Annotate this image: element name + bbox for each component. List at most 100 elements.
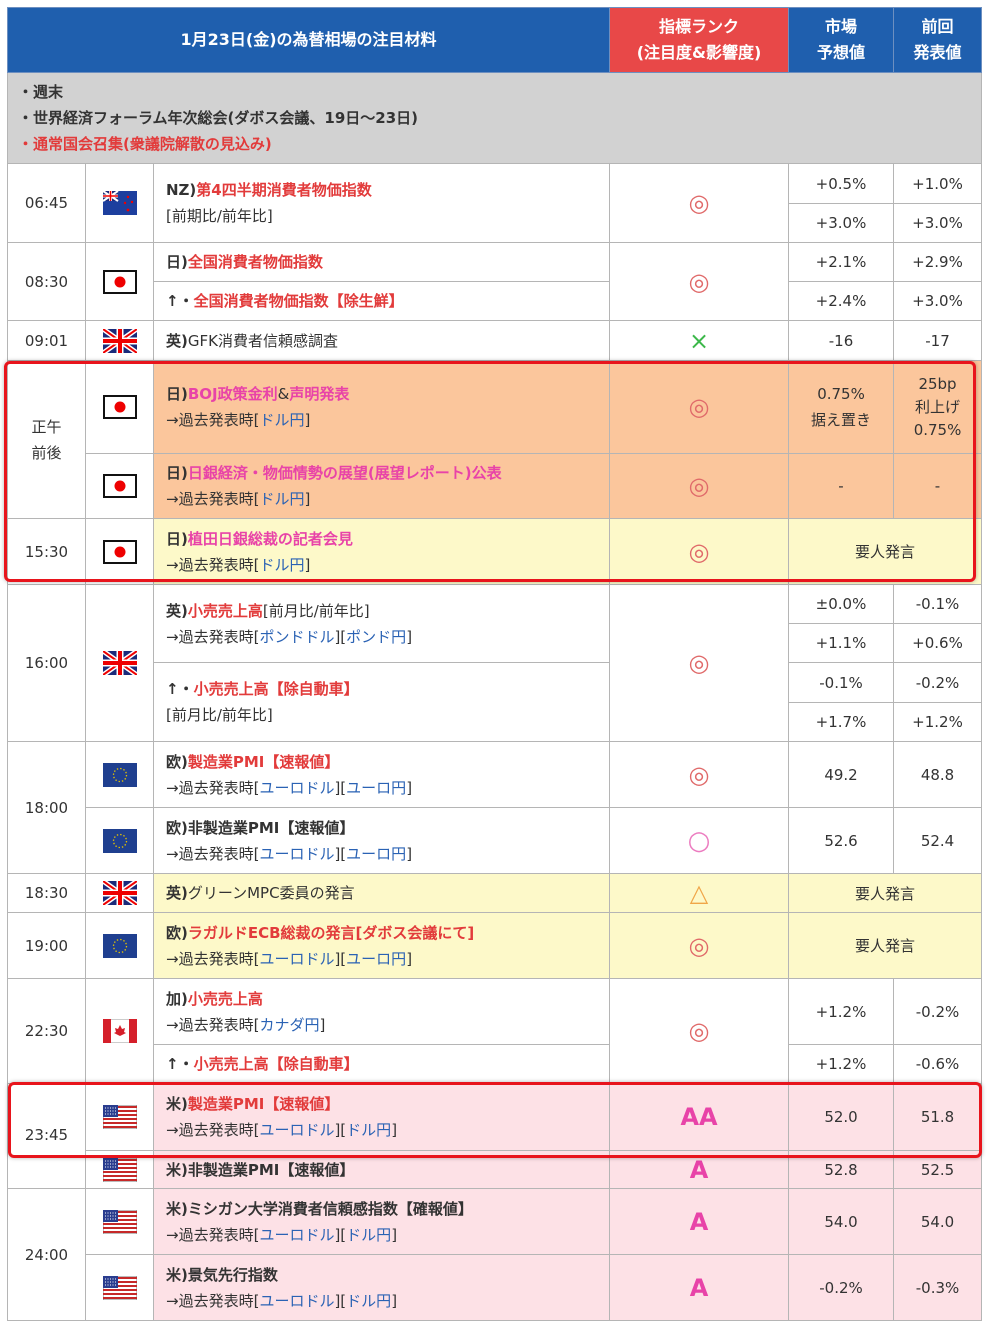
table-row: 16:00 英)小売売上高[前月比/前年比] →過去発表時[ポンドドル][ポンド円…	[7, 584, 983, 742]
previous-value: 52.5	[893, 1150, 983, 1189]
event-cell: ↑・全国消費者物価指数【除生鮮】	[152, 281, 611, 321]
time-cell: 18:30	[7, 873, 86, 913]
speech-label: 要人発言	[788, 912, 983, 979]
speech-label: 要人発言	[788, 873, 983, 913]
rank-double-circle-icon: ◎	[609, 912, 790, 979]
pair-link[interactable]: ユーロ円	[346, 949, 407, 968]
rank-double-circle-icon: ◎	[609, 518, 790, 585]
event-link[interactable]: 小売売上高	[187, 989, 263, 1008]
forecast-header: 市場 予想値	[788, 7, 895, 73]
previous-value: 25bp 利上げ 0.75%	[893, 360, 983, 454]
time-cell: 09:01	[7, 320, 86, 361]
pair-link[interactable]: ユーロドル	[259, 844, 335, 863]
event-link[interactable]: 全国消費者物価指数	[187, 253, 323, 271]
event-cell: 欧)ラガルドECB総裁の発言[ダボス会議にて] →過去発表時[ユーロドル][ユーロ…	[152, 912, 611, 979]
rank-aa-badge: AA	[609, 1083, 790, 1151]
pair-link[interactable]: ユーロドル	[259, 1291, 335, 1310]
pair-link[interactable]: ユーロ円	[346, 844, 407, 863]
event-cell: NZ)第4四半期消費者物価指数 [前期比/前年比]	[152, 163, 611, 243]
event-cell: 日)全国消費者物価指数	[152, 242, 611, 282]
previous-value: +1.0%	[893, 163, 983, 204]
time-cell: 22:30	[7, 978, 86, 1084]
event-link[interactable]: 製造業PMI【速報値】	[187, 752, 340, 771]
pair-link[interactable]: ユーロドル	[259, 1121, 335, 1139]
uk-flag-icon	[85, 320, 154, 361]
previous-value: -17	[893, 320, 983, 361]
previous-value: 51.8	[893, 1083, 983, 1151]
time-cell: 24:00	[7, 1188, 86, 1321]
pair-link[interactable]: ドル円	[259, 490, 305, 508]
ca-flag-icon	[85, 978, 154, 1084]
forecast-value: 52.0	[788, 1083, 895, 1151]
forecast-value: 49.2	[788, 741, 895, 808]
event-link[interactable]: BOJ政策金利	[187, 385, 278, 403]
pair-link[interactable]: ドル円	[259, 555, 305, 574]
time-cell: 15:30	[7, 518, 86, 585]
jp-flag-icon	[85, 242, 154, 321]
eu-flag-icon	[85, 912, 154, 979]
previous-header: 前回 発表値	[893, 7, 983, 73]
event-cell: ↑・小売売上高【除自動車】 [前月比/前年比]	[152, 662, 611, 742]
pair-link[interactable]: ユーロドル	[259, 778, 335, 797]
time-cell: 23:45	[7, 1083, 86, 1189]
us-flag-icon	[85, 1188, 154, 1255]
table-row: 22:30 加)小売売上高 →過去発表時[カナダ円] ◎ +1.2% -0.2%	[7, 978, 983, 1084]
table-row: 09:01 英)GFK消費者信頼感調査 × -16 -17	[7, 320, 983, 361]
event-link[interactable]: 小売売上高	[187, 601, 263, 620]
pair-link[interactable]: ポンド円	[346, 627, 407, 646]
eu-flag-icon	[85, 807, 154, 874]
note-item: ・通常国会召集(衆議院解散の見込み)	[18, 135, 272, 153]
table-row: 18:00 欧)製造業PMI【速報値】 →過去発表時[ユーロドル][ユーロ円] ◎…	[7, 741, 983, 874]
event-link[interactable]: ラガルドECB総裁の発言[ダボス会議にて]	[187, 923, 475, 942]
previous-value: +2.9%	[893, 242, 983, 282]
time-cell: 08:30	[7, 242, 86, 321]
time-cell: 19:00	[7, 912, 86, 979]
event-cell: 米)景気先行指数 →過去発表時[ユーロドル][ドル円]	[152, 1254, 611, 1321]
previous-value: +1.2%	[893, 702, 983, 742]
pair-link[interactable]: ポンドドル	[259, 627, 335, 646]
pair-link[interactable]: ドル円	[346, 1291, 392, 1310]
previous-value: -0.1%	[893, 584, 983, 624]
event-cell: ↑・小売売上高【除自動車】	[152, 1044, 611, 1084]
event-link[interactable]: 全国消費者物価指数【除生鮮】	[193, 292, 404, 310]
jp-flag-icon	[85, 360, 154, 454]
table-title: 1月23日(金)の為替相場の注目材料	[6, 7, 611, 73]
event-link[interactable]: 第4四半期消費者物価指数	[196, 181, 372, 199]
event-link[interactable]: 小売売上高【除自動車】	[193, 680, 359, 698]
pair-link[interactable]: ドル円	[259, 411, 305, 429]
event-link[interactable]: 声明発表	[289, 385, 350, 403]
fx-calendar-table: 1月23日(金)の為替相場の注目材料 指標ランク (注目度&影響度) 市場 予想値 …	[6, 7, 983, 1321]
pair-link[interactable]: ユーロ円	[346, 778, 407, 797]
uk-flag-icon	[85, 873, 154, 913]
forecast-value: -0.2%	[788, 1254, 895, 1321]
uk-flag-icon	[85, 584, 154, 742]
time-cell: 16:00	[7, 584, 86, 742]
pair-link[interactable]: ドル円	[346, 1225, 392, 1244]
event-cell: 欧)非製造業PMI【速報値】 →過去発表時[ユーロドル][ユーロ円]	[152, 807, 611, 874]
previous-value: +0.6%	[893, 623, 983, 663]
table-row: 欧)非製造業PMI【速報値】 →過去発表時[ユーロドル][ユーロ円] ○ 52.6…	[8, 807, 983, 874]
event-link[interactable]: 小売売上高【除自動車】	[193, 1055, 359, 1073]
previous-value: -0.3%	[893, 1254, 983, 1321]
event-link[interactable]: 日銀経済・物価情勢の展望(展望レポート)公表	[187, 464, 502, 482]
jp-flag-icon	[85, 518, 154, 585]
event-cell: 欧)製造業PMI【速報値】 →過去発表時[ユーロドル][ユーロ円]	[152, 741, 611, 808]
forecast-value: 54.0	[788, 1188, 895, 1255]
pair-link[interactable]: カナダ円	[259, 1015, 320, 1034]
table-row: 19:00 欧)ラガルドECB総裁の発言[ダボス会議にて] →過去発表時[ユーロド…	[7, 912, 983, 979]
event-link[interactable]: 製造業PMI【速報値】	[187, 1095, 340, 1113]
table-row: 15:30 日)植田日銀総裁の記者会見 →過去発表時[ドル円] ◎ 要人発言	[7, 518, 983, 585]
event-cell: 日)植田日銀総裁の記者会見 →過去発表時[ドル円]	[152, 518, 611, 585]
pair-link[interactable]: ユーロドル	[259, 949, 335, 968]
rank-a-badge: A	[609, 1188, 790, 1255]
event-link[interactable]: 植田日銀総裁の記者会見	[187, 529, 353, 548]
event-cell: 加)小売売上高 →過去発表時[カナダ円]	[152, 978, 611, 1045]
rank-double-circle-icon: ◎	[609, 163, 790, 243]
event-cell: 日)日銀経済・物価情勢の展望(展望レポート)公表 →過去発表時[ドル円]	[152, 453, 611, 519]
forecast-value: -16	[788, 320, 895, 361]
pair-link[interactable]: ドル円	[346, 1121, 392, 1139]
previous-value: 54.0	[893, 1188, 983, 1255]
speech-label: 要人発言	[788, 518, 983, 585]
table-row: 18:30 英)グリーンMPC委員の発言 △ 要人発言	[7, 873, 983, 913]
pair-link[interactable]: ユーロドル	[259, 1225, 335, 1244]
